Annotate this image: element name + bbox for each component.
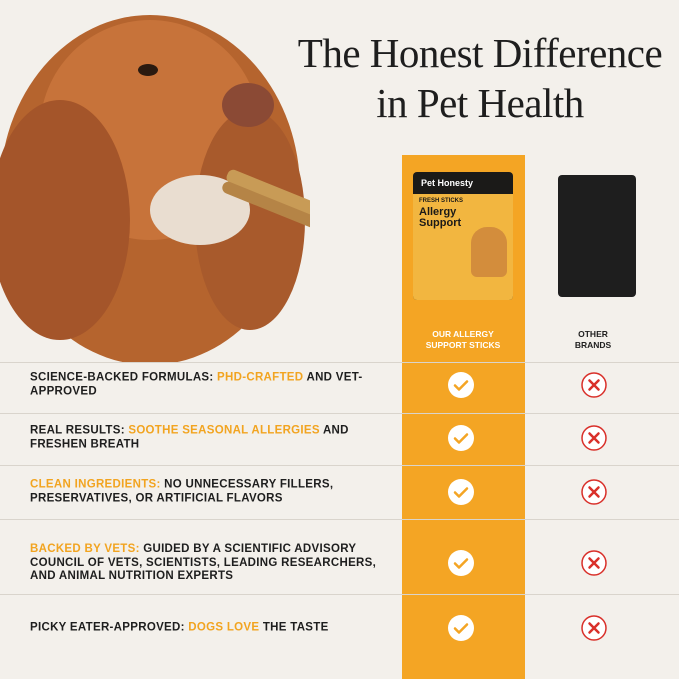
separator xyxy=(0,413,679,414)
cross-icon xyxy=(581,479,607,505)
text-segment: PICKY EATER-APPROVED: xyxy=(30,621,189,634)
title-line: The Honest Difference xyxy=(297,30,663,76)
separator xyxy=(0,465,679,466)
product-line: FRESH STICKS xyxy=(419,198,464,204)
row-text: BACKED BY VETS: GUIDED BY A SCIENTIFIC A… xyxy=(30,543,390,584)
product-name: Allergy Support xyxy=(419,206,462,229)
other-bag xyxy=(558,175,636,297)
text-segment: PHD-CRAFTED xyxy=(217,371,304,384)
check-icon xyxy=(448,479,474,505)
text-segment: SCIENCE-BACKED FORMULAS: xyxy=(30,371,218,384)
check-icon xyxy=(448,550,474,576)
row-text: REAL RESULTS: SOOTHE SEASONAL ALLERGIES … xyxy=(30,425,390,452)
product-bag: Pet Honesty FRESH STICKS Allergy Support xyxy=(413,172,513,300)
text-segment: CLEAN INGREDIENTS: xyxy=(30,478,161,491)
dog-photo xyxy=(0,15,310,362)
title: The Honest Difference in Pet Health xyxy=(290,28,670,128)
text-segment: AND VET-APPROVED xyxy=(30,371,363,398)
row-text: SCIENCE-BACKED FORMULAS: PHD-CRAFTED AND… xyxy=(30,372,390,399)
separator xyxy=(0,519,679,520)
title-line: in Pet Health xyxy=(376,80,584,126)
row-text: PICKY EATER-APPROVED: DOGS LOVE THE TAST… xyxy=(30,621,390,635)
text-segment: GUIDED BY A SCIENTIFIC ADVISORY COUNCIL … xyxy=(30,542,377,582)
text-segment: BACKED BY VETS: xyxy=(30,542,140,555)
product-brand: Pet Honesty xyxy=(421,178,474,188)
column-header: OUR ALLERGY SUPPORT STICKS xyxy=(425,329,501,350)
check-icon xyxy=(448,372,474,398)
cross-icon xyxy=(581,550,607,576)
text-segment: NO UNNECESSARY FILLERS, PRESERVATIVES, O… xyxy=(30,478,334,505)
row-text: CLEAN INGREDIENTS: NO UNNECESSARY FILLER… xyxy=(30,479,390,506)
separator xyxy=(0,362,679,363)
column-header: OTHER BRANDS xyxy=(574,329,612,350)
check-icon xyxy=(448,615,474,641)
text-segment: REAL RESULTS: xyxy=(30,424,129,437)
text-segment: SOOTHE SEASONAL ALLERGIES xyxy=(128,424,320,437)
cross-icon xyxy=(581,372,607,398)
separator xyxy=(0,594,679,595)
cross-icon xyxy=(581,425,607,451)
check-icon xyxy=(448,425,474,451)
text-segment: THE TASTE xyxy=(259,621,329,634)
text-segment: AND FRESHEN BREATH xyxy=(30,424,349,451)
text-segment: DOGS LOVE xyxy=(188,621,260,634)
cross-icon xyxy=(581,615,607,641)
